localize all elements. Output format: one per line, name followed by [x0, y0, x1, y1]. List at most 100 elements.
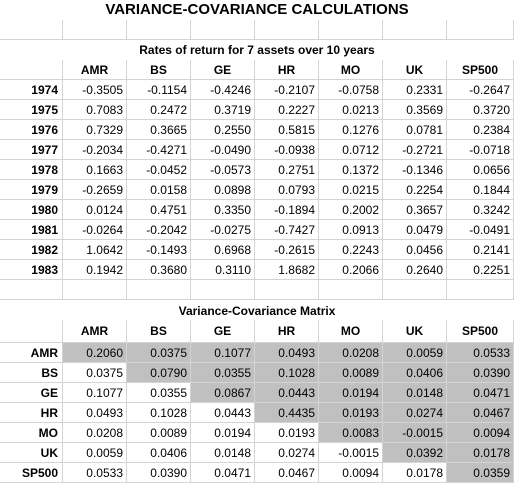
- return-cell[interactable]: -0.0275: [191, 220, 255, 240]
- empty-cell[interactable]: [127, 280, 191, 300]
- empty-cell[interactable]: [0, 280, 63, 300]
- covariance-cell[interactable]: 0.0208: [319, 343, 383, 363]
- covariance-cell[interactable]: 0.0178: [383, 463, 447, 483]
- empty-cell[interactable]: [319, 20, 383, 40]
- return-cell[interactable]: 0.3719: [191, 100, 255, 120]
- return-cell[interactable]: -0.2659: [63, 180, 127, 200]
- covariance-cell[interactable]: 0.1028: [127, 403, 191, 423]
- covariance-cell[interactable]: 0.0274: [383, 403, 447, 423]
- return-cell[interactable]: 0.1942: [63, 260, 127, 280]
- return-cell[interactable]: -0.1346: [383, 160, 447, 180]
- return-cell[interactable]: -0.0491: [447, 220, 514, 240]
- matrix-row-label-amr[interactable]: AMR: [0, 343, 63, 363]
- returns-column-header-uk[interactable]: UK: [383, 60, 447, 80]
- matrix-header-corner-cell[interactable]: [0, 320, 63, 343]
- year-label[interactable]: 1975: [0, 100, 63, 120]
- return-cell[interactable]: 0.5815: [255, 120, 319, 140]
- return-cell[interactable]: 0.0898: [191, 180, 255, 200]
- return-cell[interactable]: 0.2640: [383, 260, 447, 280]
- return-cell[interactable]: -0.1894: [255, 200, 319, 220]
- return-cell[interactable]: 0.3665: [127, 120, 191, 140]
- empty-cell[interactable]: [63, 20, 127, 40]
- return-cell[interactable]: 0.2141: [447, 240, 514, 260]
- covariance-cell[interactable]: 0.0178: [447, 443, 514, 463]
- return-cell[interactable]: -0.2034: [63, 140, 127, 160]
- year-label[interactable]: 1980: [0, 200, 63, 220]
- year-label[interactable]: 1979: [0, 180, 63, 200]
- return-cell[interactable]: 0.0781: [383, 120, 447, 140]
- covariance-cell[interactable]: 0.1077: [191, 343, 255, 363]
- return-cell[interactable]: 0.3569: [383, 100, 447, 120]
- return-cell[interactable]: 0.1276: [319, 120, 383, 140]
- covariance-cell[interactable]: 0.0392: [383, 443, 447, 463]
- return-cell[interactable]: -0.0264: [63, 220, 127, 240]
- return-cell[interactable]: 0.2254: [383, 180, 447, 200]
- matrix-column-header-bs[interactable]: BS: [127, 320, 191, 343]
- covariance-cell[interactable]: 0.0443: [255, 383, 319, 403]
- return-cell[interactable]: 0.4751: [127, 200, 191, 220]
- matrix-row-label-uk[interactable]: UK: [0, 443, 63, 463]
- empty-cell[interactable]: [319, 280, 383, 300]
- matrix-column-header-sp500[interactable]: SP500: [447, 320, 514, 343]
- covariance-cell[interactable]: 0.0193: [319, 403, 383, 423]
- return-cell[interactable]: -0.4246: [191, 80, 255, 100]
- covariance-cell[interactable]: 0.0493: [63, 403, 127, 423]
- year-label[interactable]: 1974: [0, 80, 63, 100]
- covariance-cell[interactable]: -0.0015: [383, 423, 447, 443]
- return-cell[interactable]: 0.3110: [191, 260, 255, 280]
- year-label[interactable]: 1977: [0, 140, 63, 160]
- return-cell[interactable]: 0.0456: [383, 240, 447, 260]
- return-cell[interactable]: 0.6968: [191, 240, 255, 260]
- covariance-cell[interactable]: 0.0148: [383, 383, 447, 403]
- return-cell[interactable]: -0.4271: [127, 140, 191, 160]
- return-cell[interactable]: 0.0913: [319, 220, 383, 240]
- year-label[interactable]: 1976: [0, 120, 63, 140]
- return-cell[interactable]: 0.3657: [383, 200, 447, 220]
- year-label[interactable]: 1981: [0, 220, 63, 240]
- matrix-row-label-ge[interactable]: GE: [0, 383, 63, 403]
- covariance-cell[interactable]: 0.0148: [191, 443, 255, 463]
- covariance-cell[interactable]: 0.0790: [127, 363, 191, 383]
- matrix-row-label-hr[interactable]: HR: [0, 403, 63, 423]
- covariance-cell[interactable]: 0.1077: [63, 383, 127, 403]
- covariance-cell[interactable]: 0.1028: [255, 363, 319, 383]
- covariance-cell[interactable]: 0.0467: [447, 403, 514, 423]
- empty-cell[interactable]: [191, 280, 255, 300]
- return-cell[interactable]: -0.2042: [127, 220, 191, 240]
- return-cell[interactable]: 0.2243: [319, 240, 383, 260]
- covariance-cell[interactable]: 0.0375: [127, 343, 191, 363]
- year-label[interactable]: 1983: [0, 260, 63, 280]
- return-cell[interactable]: -0.7427: [255, 220, 319, 240]
- return-cell[interactable]: 0.0712: [319, 140, 383, 160]
- covariance-cell[interactable]: 0.0493: [255, 343, 319, 363]
- covariance-cell[interactable]: 0.0533: [63, 463, 127, 483]
- return-cell[interactable]: -0.0718: [447, 140, 514, 160]
- year-label[interactable]: 1982: [0, 240, 63, 260]
- returns-column-header-ge[interactable]: GE: [191, 60, 255, 80]
- return-cell[interactable]: 0.3242: [447, 200, 514, 220]
- return-cell[interactable]: 0.0215: [319, 180, 383, 200]
- covariance-cell[interactable]: 0.0406: [383, 363, 447, 383]
- return-cell[interactable]: 1.0642: [63, 240, 127, 260]
- return-cell[interactable]: 0.2002: [319, 200, 383, 220]
- empty-cell[interactable]: [447, 280, 514, 300]
- covariance-cell[interactable]: 0.2060: [63, 343, 127, 363]
- covariance-cell[interactable]: 0.0533: [447, 343, 514, 363]
- return-cell[interactable]: 0.1372: [319, 160, 383, 180]
- return-cell[interactable]: 0.0656: [447, 160, 514, 180]
- return-cell[interactable]: 0.3350: [191, 200, 255, 220]
- matrix-row-label-mo[interactable]: MO: [0, 423, 63, 443]
- covariance-cell[interactable]: 0.0359: [447, 463, 514, 483]
- empty-cell[interactable]: [255, 20, 319, 40]
- empty-cell[interactable]: [383, 280, 447, 300]
- return-cell[interactable]: -0.0490: [191, 140, 255, 160]
- matrix-column-header-mo[interactable]: MO: [319, 320, 383, 343]
- matrix-row-label-bs[interactable]: BS: [0, 363, 63, 383]
- covariance-cell[interactable]: 0.0390: [127, 463, 191, 483]
- return-cell[interactable]: 0.7083: [63, 100, 127, 120]
- empty-cell[interactable]: [255, 280, 319, 300]
- covariance-cell[interactable]: 0.0390: [447, 363, 514, 383]
- return-cell[interactable]: -0.2647: [447, 80, 514, 100]
- return-cell[interactable]: -0.2721: [383, 140, 447, 160]
- return-cell[interactable]: 0.2251: [447, 260, 514, 280]
